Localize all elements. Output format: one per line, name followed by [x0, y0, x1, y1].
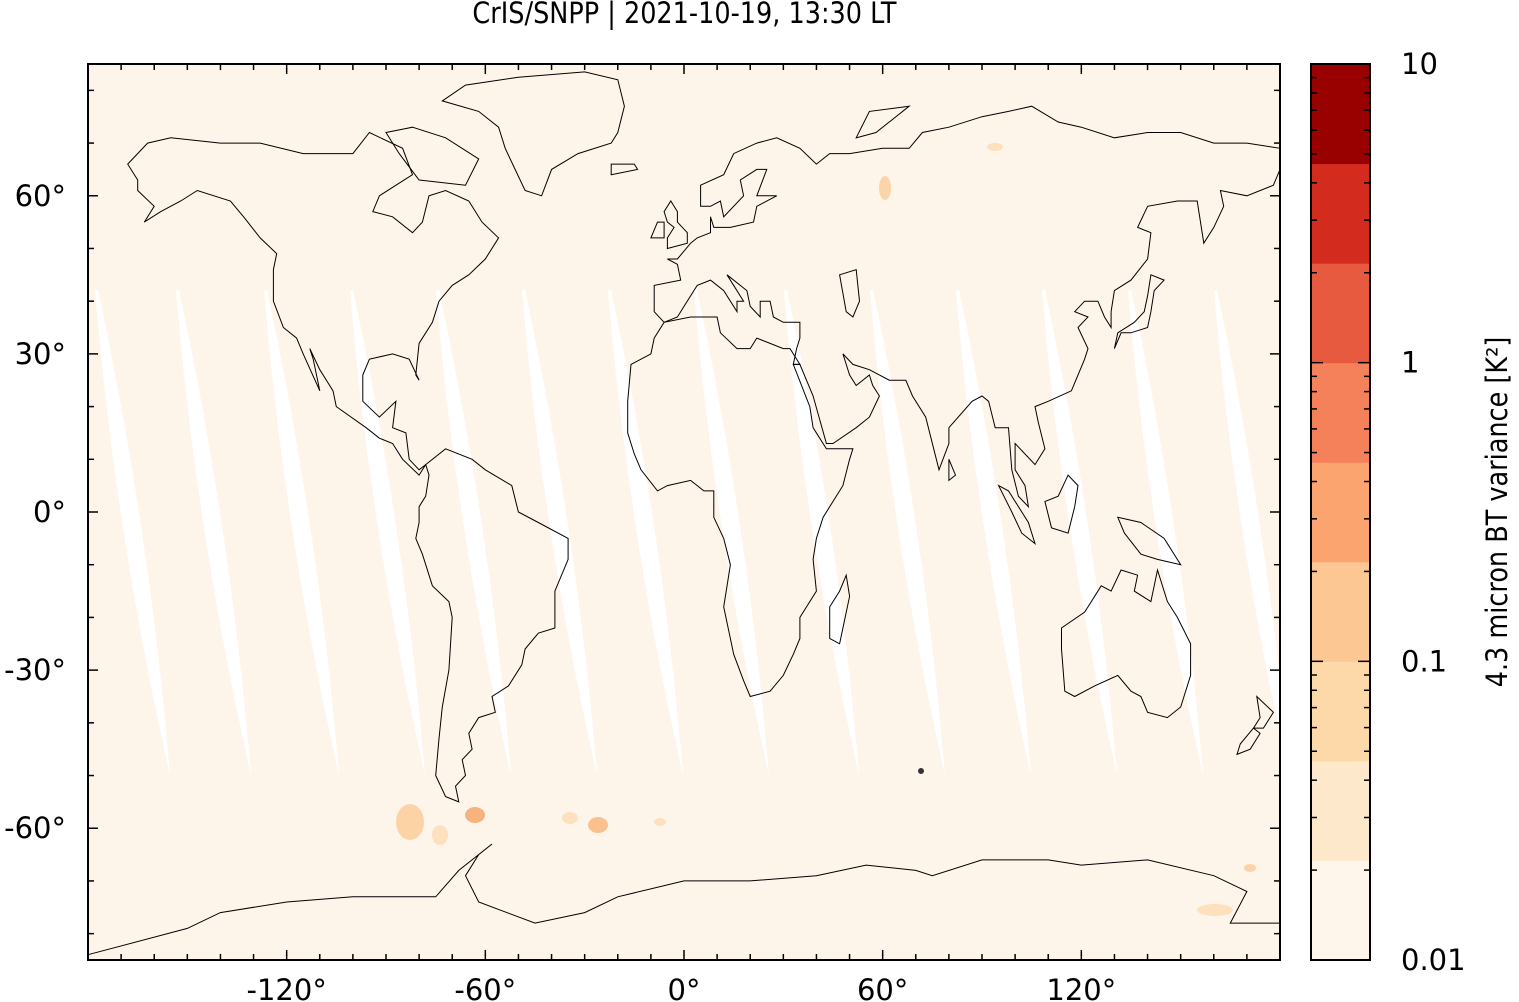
colorbar-bin [1311, 64, 1370, 165]
lat-tick-label: 0° [33, 495, 66, 529]
map-background [88, 64, 1280, 960]
coastline-sumatra [997, 484, 1036, 545]
swath-gap [694, 290, 769, 775]
lon-tick-label: 120° [1046, 973, 1116, 1002]
swath-gaps [95, 290, 1289, 775]
variance-patch [432, 825, 448, 845]
colorbar-bin [1311, 263, 1370, 364]
variance-patch [1244, 864, 1256, 872]
swath-gap [870, 290, 945, 775]
coastline-antarctica [87, 843, 1280, 956]
coastline-borneo [1044, 474, 1079, 534]
swath-gap [95, 290, 170, 775]
map-frame [87, 63, 1281, 961]
colorbar-bin [1311, 462, 1370, 563]
coastline-sri-lanka [948, 459, 957, 482]
lon-tick-label: -60° [454, 973, 516, 1002]
swath-gap [522, 290, 597, 775]
coastline-iceland [610, 163, 639, 176]
variance-patches [396, 143, 1256, 916]
lon-tick-label: 0° [668, 973, 701, 1002]
colorbar-border [1310, 63, 1371, 961]
swath-gap [350, 290, 425, 775]
coastline-new-zealand [1252, 695, 1275, 729]
colorbar-bin [1311, 561, 1370, 662]
colorbar-bin [1311, 163, 1370, 264]
swath-gap [608, 290, 683, 775]
lat-tick-label: 60° [15, 179, 66, 213]
coastline-madagascar [829, 573, 851, 645]
swath-gap [1128, 290, 1203, 775]
coastline-greenland [441, 71, 625, 197]
colorbar-bin [1311, 860, 1370, 961]
lat-tick-label: -30° [4, 653, 66, 687]
coastline-south-america [415, 448, 569, 803]
colorbar-label: 4.3 micron BT variance [K²] [1480, 336, 1514, 688]
swath-gap [1042, 290, 1117, 775]
lat-tick-label: -60° [4, 811, 66, 845]
lon-tick-label: 60° [857, 973, 908, 1002]
map-title: CrIS/SNPP | 2021-10-19, 13:30 LT [472, 0, 897, 30]
coastline-baffin [385, 126, 480, 186]
map-fill [88, 64, 1280, 960]
variance-patch [987, 143, 1003, 151]
variance-patch [879, 176, 891, 200]
variance-patch [562, 812, 578, 824]
coastlines [87, 71, 1281, 956]
swath-gap [176, 290, 251, 775]
coastline-novaya-zemlya [855, 105, 911, 139]
lon-tick-label: -120° [247, 973, 327, 1002]
colorbar-tick-label: 0.1 [1401, 644, 1447, 678]
colorbar-tick-label: 10 [1401, 47, 1438, 81]
coastline-caspian [839, 268, 861, 318]
colorbar [1310, 63, 1371, 961]
coastline-australia [1061, 568, 1192, 719]
swath-gap [1214, 290, 1289, 775]
colorbar-tick-label: 0.01 [1401, 943, 1466, 977]
lat-tick-label: 30° [15, 337, 66, 371]
variance-patch [1197, 904, 1233, 916]
swath-gap [956, 290, 1031, 775]
coastline-new-guinea [1116, 516, 1182, 566]
coastline-uk [663, 200, 688, 250]
colorbar-tick-label: 1 [1401, 346, 1419, 380]
coastline-ireland [650, 221, 665, 239]
coastline-africa [627, 316, 854, 698]
swath-gap [436, 290, 511, 775]
coastline-north-america [127, 131, 500, 476]
coastline-japan [1113, 274, 1165, 349]
coastline-eurasia [653, 105, 1281, 509]
variance-patch [465, 807, 485, 823]
coastline-new-zealand-south [1236, 727, 1261, 756]
variance-patch [918, 768, 924, 774]
colorbar-bin [1311, 760, 1370, 861]
variance-patch [588, 817, 608, 833]
variance-patch [396, 804, 424, 840]
colorbar-bin [1311, 362, 1370, 463]
variance-patch [654, 818, 666, 826]
swath-gap [784, 290, 859, 775]
swath-gap [264, 290, 339, 775]
colorbar-bin [1311, 661, 1370, 762]
